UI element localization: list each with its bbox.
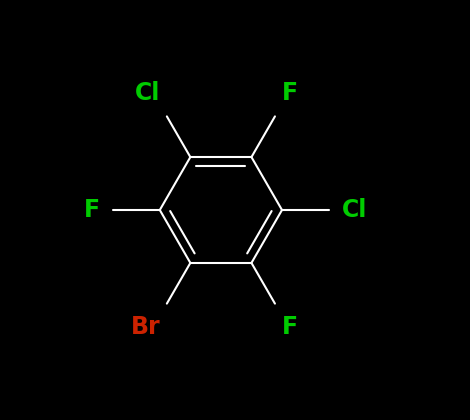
Text: F: F xyxy=(282,315,298,339)
Text: F: F xyxy=(84,198,100,222)
Text: F: F xyxy=(282,81,298,105)
Text: Cl: Cl xyxy=(342,198,368,222)
Text: Cl: Cl xyxy=(135,81,160,105)
Text: Br: Br xyxy=(131,315,160,339)
